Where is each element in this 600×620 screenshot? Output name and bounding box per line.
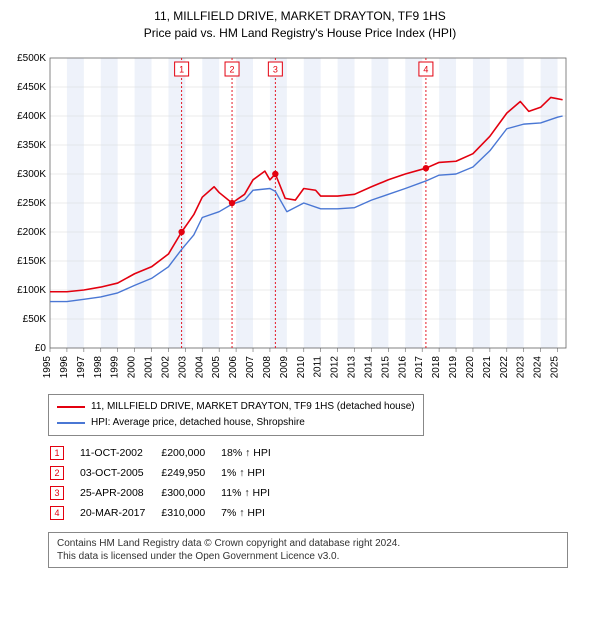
- sales-table: 1 11-OCT-2002£200,00018% ↑ HPI 2 03-OCT-200…: [48, 442, 287, 524]
- sale-marker-box: 4: [50, 506, 64, 520]
- svg-text:£350K: £350K: [17, 140, 46, 151]
- svg-text:2004: 2004: [194, 355, 205, 378]
- svg-text:2024: 2024: [533, 355, 544, 378]
- sale-row: 2 03-OCT-2005£249,9501% ↑ HPI: [50, 464, 285, 482]
- sale-price: £300,000: [161, 484, 219, 502]
- sale-date: 25-APR-2008: [80, 484, 159, 502]
- svg-text:£300K: £300K: [17, 169, 46, 180]
- title-line-1: 11, MILLFIELD DRIVE, MARKET DRAYTON, TF9…: [8, 8, 592, 25]
- svg-text:2010: 2010: [296, 355, 307, 378]
- svg-text:2005: 2005: [211, 355, 222, 378]
- svg-text:£500K: £500K: [17, 53, 46, 64]
- sale-date: 20-MAR-2017: [80, 504, 159, 522]
- svg-text:2023: 2023: [516, 355, 527, 378]
- footer-line-1: Contains HM Land Registry data © Crown c…: [57, 537, 559, 550]
- sale-delta: 18% ↑ HPI: [221, 444, 285, 462]
- sale-price: £200,000: [161, 444, 219, 462]
- svg-text:2001: 2001: [144, 355, 155, 378]
- price-chart: £0 £50K £100K £150K £200K £250K £300K £350K £400…: [8, 48, 568, 388]
- svg-text:£400K: £400K: [17, 111, 46, 122]
- svg-text:2007: 2007: [245, 355, 256, 378]
- svg-text:£200K: £200K: [17, 227, 46, 238]
- sale-row: 3 25-APR-2008£300,00011% ↑ HPI: [50, 484, 285, 502]
- legend-row: HPI: Average price, detached house, Shro…: [57, 415, 415, 431]
- sale-marker-box: 1: [50, 446, 64, 460]
- svg-text:1995: 1995: [42, 355, 53, 378]
- sale-price: £310,000: [161, 504, 219, 522]
- chart-container: £0 £50K £100K £150K £200K £250K £300K £350K £400…: [8, 48, 592, 388]
- legend-label: 11, MILLFIELD DRIVE, MARKET DRAYTON, TF9…: [91, 401, 415, 412]
- svg-text:1: 1: [179, 64, 184, 74]
- svg-text:£250K: £250K: [17, 198, 46, 209]
- svg-text:2015: 2015: [380, 355, 391, 378]
- svg-text:2020: 2020: [465, 355, 476, 378]
- svg-text:1998: 1998: [93, 355, 104, 378]
- svg-text:2008: 2008: [262, 355, 273, 378]
- sale-marker-box: 2: [50, 466, 64, 480]
- sale-delta: 7% ↑ HPI: [221, 504, 285, 522]
- svg-text:1999: 1999: [110, 355, 121, 378]
- svg-text:£0: £0: [35, 343, 47, 354]
- svg-text:£450K: £450K: [17, 82, 46, 93]
- svg-text:2012: 2012: [330, 355, 341, 378]
- svg-text:2021: 2021: [482, 355, 493, 378]
- svg-text:2014: 2014: [363, 355, 374, 378]
- svg-text:2011: 2011: [313, 355, 324, 377]
- title-line-2: Price paid vs. HM Land Registry's House …: [8, 25, 592, 42]
- legend-row: 11, MILLFIELD DRIVE, MARKET DRAYTON, TF9…: [57, 399, 415, 415]
- sale-price: £249,950: [161, 464, 219, 482]
- svg-text:1996: 1996: [59, 355, 70, 378]
- svg-text:4: 4: [423, 64, 428, 74]
- legend-label: HPI: Average price, detached house, Shro…: [91, 417, 305, 428]
- legend-swatch: [57, 422, 85, 424]
- sale-row: 4 20-MAR-2017£310,0007% ↑ HPI: [50, 504, 285, 522]
- svg-text:2016: 2016: [397, 355, 408, 378]
- svg-text:2006: 2006: [228, 355, 239, 378]
- chart-title-block: 11, MILLFIELD DRIVE, MARKET DRAYTON, TF9…: [8, 8, 592, 42]
- svg-text:2018: 2018: [431, 355, 442, 378]
- sale-date: 03-OCT-2005: [80, 464, 159, 482]
- sale-row: 1 11-OCT-2002£200,00018% ↑ HPI: [50, 444, 285, 462]
- chart-legend: 11, MILLFIELD DRIVE, MARKET DRAYTON, TF9…: [48, 394, 424, 436]
- sale-delta: 11% ↑ HPI: [221, 484, 285, 502]
- footer-attribution: Contains HM Land Registry data © Crown c…: [48, 532, 568, 568]
- svg-text:£100K: £100K: [17, 285, 46, 296]
- svg-text:2003: 2003: [177, 355, 188, 378]
- svg-text:2002: 2002: [160, 355, 171, 378]
- svg-text:2019: 2019: [448, 355, 459, 378]
- sale-delta: 1% ↑ HPI: [221, 464, 285, 482]
- svg-text:2: 2: [230, 64, 235, 74]
- svg-text:£50K: £50K: [23, 314, 47, 325]
- footer-line-2: This data is licensed under the Open Gov…: [57, 550, 559, 563]
- svg-text:1997: 1997: [76, 355, 87, 378]
- svg-text:2022: 2022: [499, 355, 510, 378]
- legend-swatch: [57, 406, 85, 408]
- svg-text:£150K: £150K: [17, 256, 46, 267]
- sale-date: 11-OCT-2002: [80, 444, 159, 462]
- svg-text:3: 3: [273, 64, 278, 74]
- svg-text:2017: 2017: [414, 355, 425, 378]
- sale-marker-box: 3: [50, 486, 64, 500]
- svg-text:2025: 2025: [550, 355, 561, 378]
- svg-text:2013: 2013: [347, 355, 358, 378]
- svg-text:2000: 2000: [127, 355, 138, 378]
- svg-text:2009: 2009: [279, 355, 290, 378]
